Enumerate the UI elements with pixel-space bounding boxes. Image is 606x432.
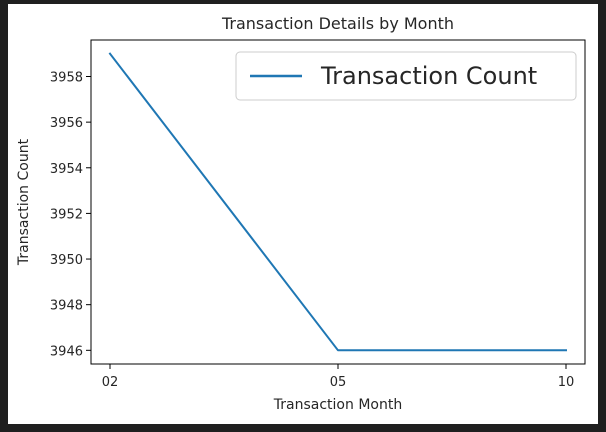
chart-figure: Transaction Details by Month 3946 3948 395… [8, 4, 598, 424]
y-tick-label: 3956 [50, 116, 83, 131]
x-tick-label: 05 [330, 375, 347, 390]
line-chart: Transaction Details by Month 3946 3948 395… [16, 14, 586, 413]
y-tick-label: 3958 [50, 71, 83, 86]
legend-label: Transaction Count [320, 62, 537, 90]
series-layer [108, 52, 567, 352]
legend-box [235, 51, 577, 101]
y-tick-label: 3950 [50, 253, 83, 268]
x-tick-label: 02 [102, 375, 119, 390]
y-axis-label: Transaction Count [16, 138, 32, 266]
y-axis-ticks: 3946 3948 3950 3952 3954 3956 3958 [50, 71, 91, 359]
legend: Transaction Count [235, 51, 577, 101]
x-axis-label: Transaction Month [273, 397, 402, 413]
y-tick-label: 3952 [50, 207, 83, 222]
y-tick-label: 3948 [50, 299, 83, 314]
x-tick-label: 10 [558, 375, 575, 390]
x-axis-ticks: 02 05 10 [102, 364, 575, 390]
y-tick-label: 3954 [50, 162, 83, 177]
y-tick-label: 3946 [50, 344, 83, 359]
chart-title: Transaction Details by Month [221, 14, 454, 33]
